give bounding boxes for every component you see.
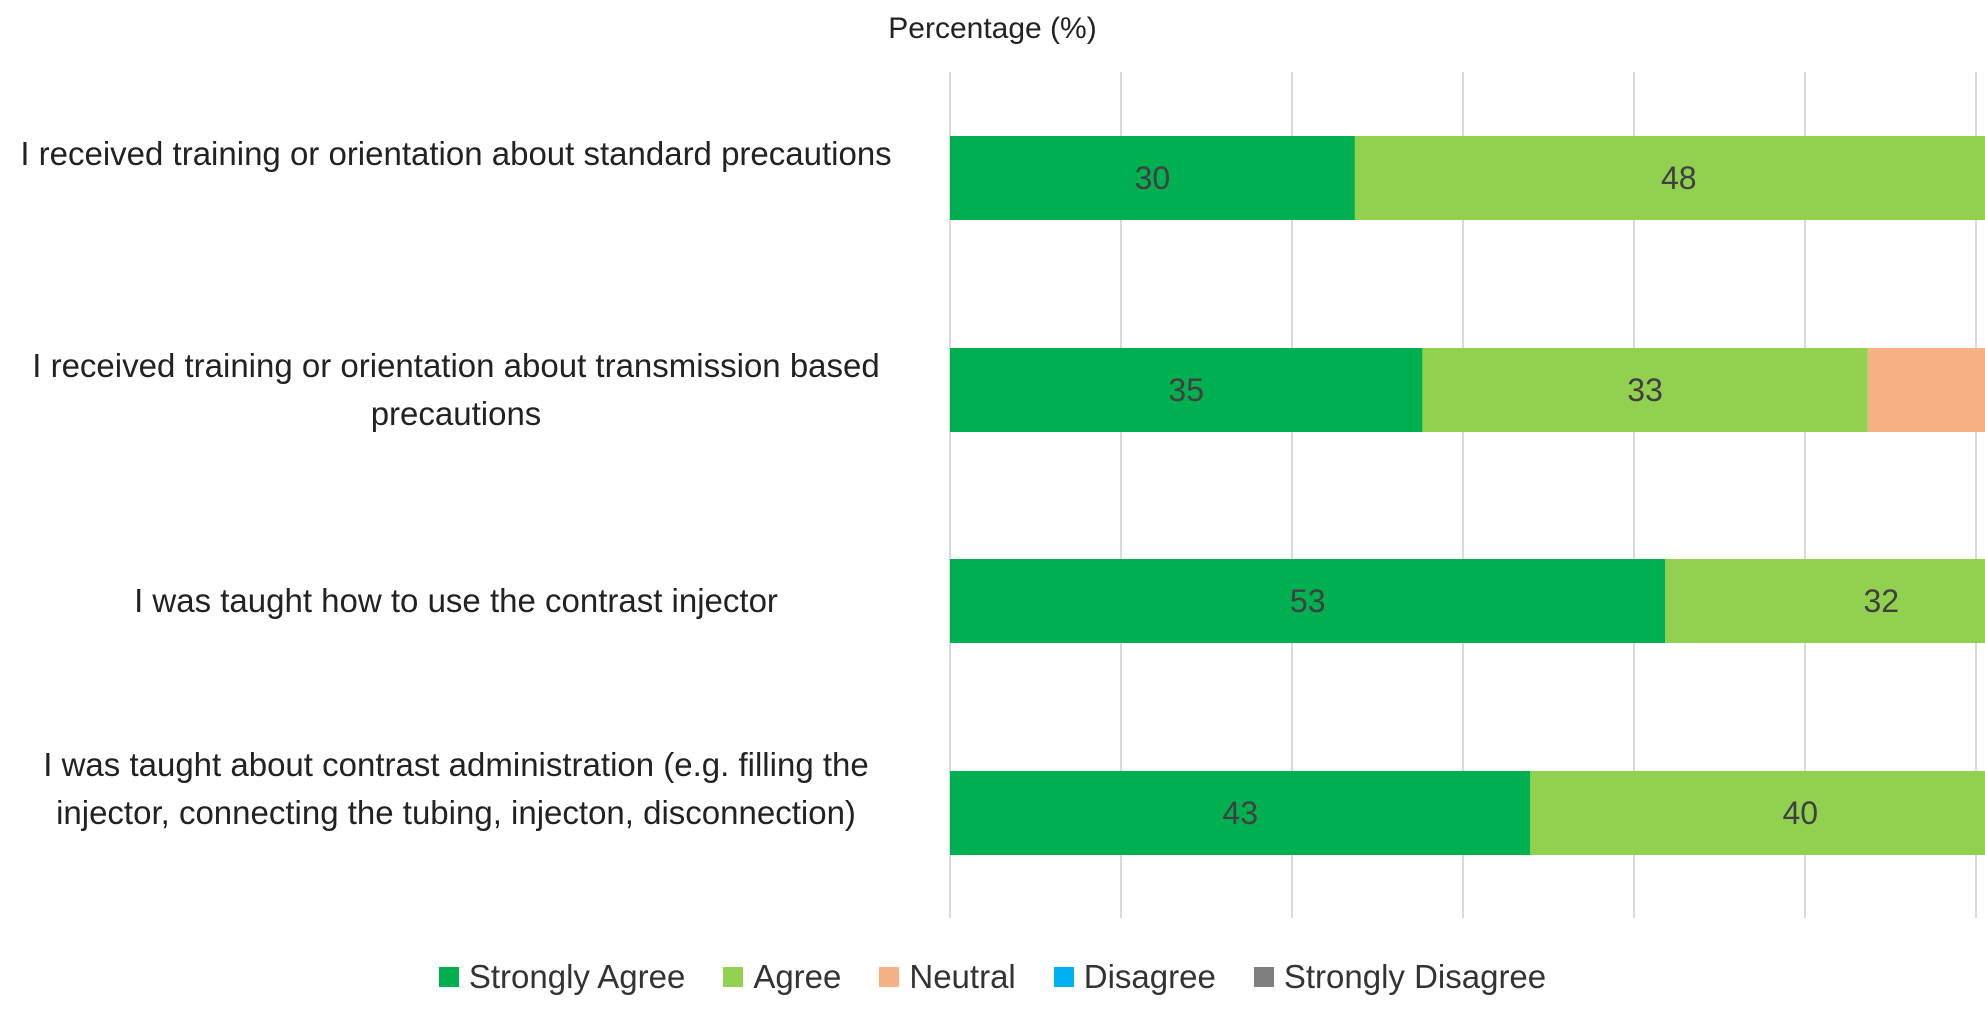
- data-label: 48: [1661, 160, 1697, 196]
- legend-label: Strongly Disagree: [1284, 958, 1546, 996]
- legend-label: Disagree: [1084, 958, 1216, 996]
- category-label: I received training or orientation about…: [0, 342, 912, 438]
- bar-segment-neutral: [1868, 348, 1985, 432]
- legend-label: Strongly Agree: [469, 958, 685, 996]
- legend-item: Strongly Agree: [439, 958, 685, 996]
- data-label: 43: [1222, 795, 1258, 831]
- legend-item: Strongly Disagree: [1254, 958, 1546, 996]
- legend-swatch: [1054, 967, 1074, 987]
- legend-item: Disagree: [1054, 958, 1216, 996]
- data-label: 30: [1135, 160, 1171, 196]
- legend-swatch: [1254, 967, 1274, 987]
- legend-swatch: [439, 967, 459, 987]
- legend-item: Neutral: [879, 958, 1015, 996]
- legend-label: Agree: [753, 958, 841, 996]
- legend-label: Neutral: [909, 958, 1015, 996]
- stacked-bar-chart: Percentage (%) 3048202353320125332105434…: [0, 0, 1985, 1020]
- legend: Strongly Agree Agree Neutral Disagree Strong…: [0, 958, 1985, 996]
- data-label: 53: [1290, 583, 1326, 619]
- category-label: I was taught how to use the contrast inj…: [0, 577, 912, 625]
- data-label: 40: [1783, 795, 1819, 831]
- legend-swatch: [879, 967, 899, 987]
- legend-item: Agree: [723, 958, 841, 996]
- category-label: I was taught about contrast administrati…: [0, 741, 912, 837]
- data-label: 33: [1627, 372, 1663, 408]
- legend-swatch: [723, 967, 743, 987]
- category-label: I received training or orientation about…: [0, 130, 912, 178]
- bar-segment-agree: [1530, 771, 1985, 855]
- bar-segment-agree: [1665, 559, 1985, 643]
- data-label: 35: [1168, 372, 1204, 408]
- data-label: 32: [1864, 583, 1900, 619]
